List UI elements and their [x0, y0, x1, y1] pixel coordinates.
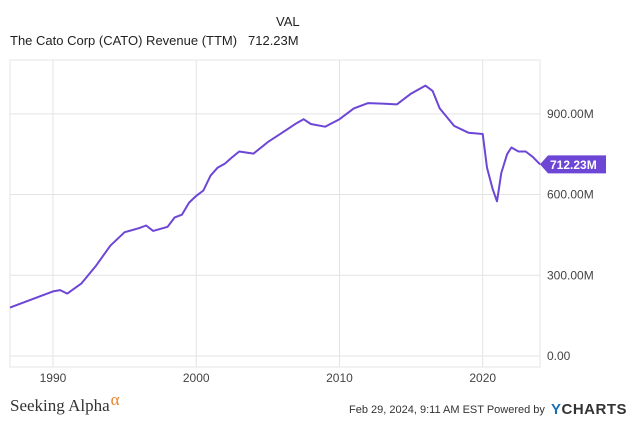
- legend-column-header: VAL: [276, 14, 300, 29]
- y-tick-label: 900.00M: [547, 107, 594, 121]
- x-tick-label: 2000: [183, 371, 210, 385]
- brand-name: Seeking Alpha: [10, 396, 110, 415]
- y-tick-label: 300.00M: [547, 268, 594, 282]
- legend-series-value: 712.23M: [248, 33, 299, 48]
- revenue-series-line: [9, 84, 541, 309]
- y-tick-label: 0.00: [547, 349, 571, 363]
- x-tick-label: 2020: [469, 371, 496, 385]
- ycharts-wordmark: CHARTS: [561, 401, 627, 418]
- last-value-badge: 712.23M: [540, 155, 606, 174]
- timestamp: Feb 29, 2024, 9:11 AM EST: [349, 404, 484, 416]
- x-axis: 1990 2000 2010 2020: [40, 371, 497, 385]
- y-axis: 0.00 300.00M 600.00M 900.00M: [547, 107, 594, 363]
- last-value-label: 712.23M: [550, 158, 597, 172]
- seeking-alpha-logo: Seeking Alphaα: [10, 390, 120, 416]
- ycharts-logo: YCHARTS: [551, 401, 627, 418]
- grid-lines: [10, 60, 540, 367]
- alpha-icon: α: [110, 390, 120, 409]
- x-tick-label: 1990: [40, 371, 67, 385]
- x-tick-label: 2010: [326, 371, 353, 385]
- powered-by-label: Powered by: [486, 404, 545, 416]
- plot-area-border: [9, 59, 541, 368]
- y-tick-label: 600.00M: [547, 188, 594, 202]
- legend-row: The Cato Corp (CATO) Revenue (TTM) 712.2…: [10, 33, 299, 48]
- footer-attribution: Feb 29, 2024, 9:11 AM EST Powered by YCH…: [349, 400, 627, 418]
- legend-series-label: The Cato Corp (CATO) Revenue (TTM): [10, 33, 238, 48]
- ycharts-y-mark: Y: [550, 401, 562, 418]
- last-value-badge-shape: [540, 155, 606, 174]
